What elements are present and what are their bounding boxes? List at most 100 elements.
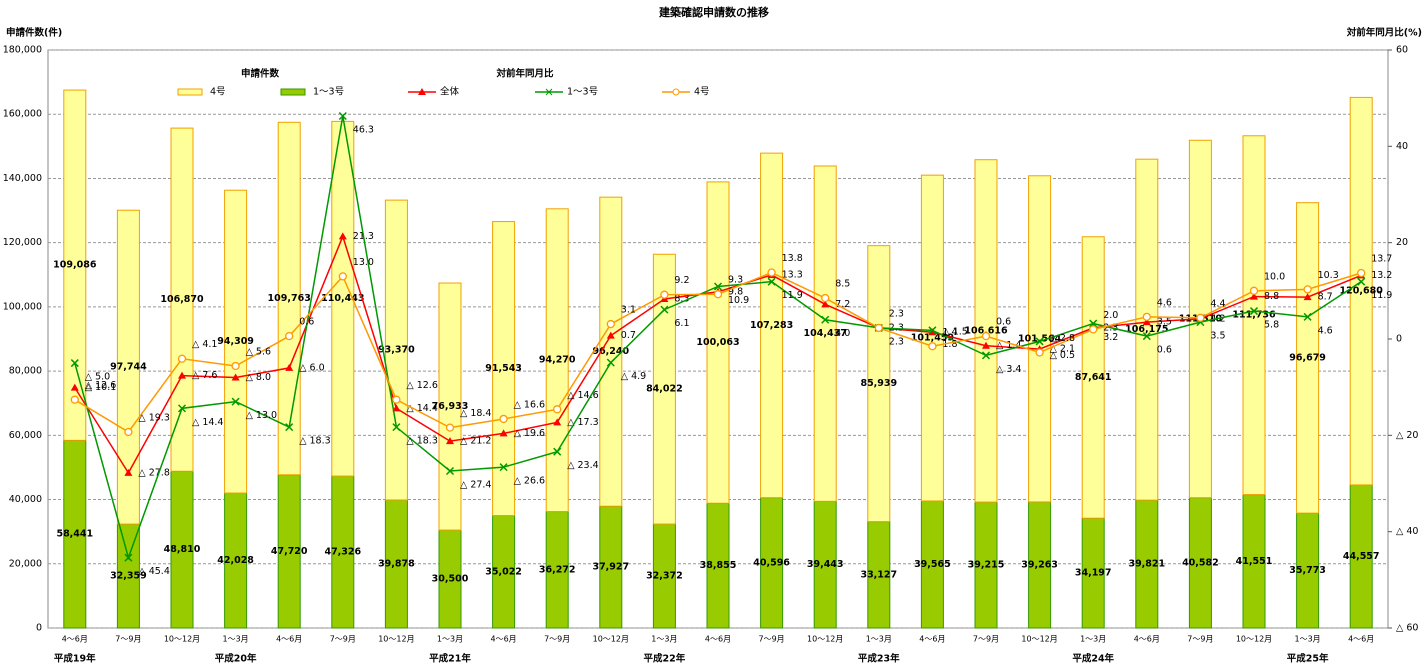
bar-value-label: 58,441 — [56, 529, 93, 540]
line-value-label: 13.3 — [782, 269, 803, 280]
line-value-label: 8.3 — [674, 294, 689, 305]
line-value-label: 3.5 — [1157, 317, 1172, 328]
bar-value-label: 120,680 — [1340, 286, 1384, 297]
line-value-label: 13.0 — [353, 257, 374, 268]
bar — [813, 165, 837, 502]
line-value-label: △ 1.5 — [942, 327, 967, 338]
line-value-label: 9.2 — [674, 275, 689, 286]
marker — [1035, 337, 1044, 346]
line-value-label: 6.1 — [674, 318, 689, 329]
marker — [821, 293, 830, 303]
legend-marker — [418, 88, 426, 95]
bar-value-label: 44,557 — [1343, 551, 1380, 562]
x-tick-label: 10～12月 — [593, 635, 629, 644]
marker — [1249, 307, 1259, 316]
bar-value-label: 101,564 — [1018, 333, 1062, 344]
bar — [63, 89, 87, 441]
bar — [492, 221, 516, 517]
x-tick-label: 1～3月 — [437, 635, 463, 644]
marker — [124, 468, 133, 476]
bar-value-label: 96,679 — [1289, 352, 1326, 363]
line-value-label: △ 18.3 — [406, 436, 437, 447]
x-tick-label: 10～12月 — [164, 635, 200, 644]
bar-value-label: 39,215 — [968, 560, 1005, 571]
line-value-label: 4.6 — [1318, 325, 1333, 336]
x-tick-label: 7～9月 — [973, 635, 999, 644]
line-value-label: 5.8 — [1264, 320, 1279, 331]
marker — [231, 373, 240, 381]
y-tick-label: 0 — [36, 623, 42, 634]
bar — [760, 152, 784, 499]
y-tick-label: 120,000 — [3, 237, 42, 248]
bar-value-label: 109,763 — [268, 293, 311, 304]
line-value-label: △ 10.1 — [85, 382, 116, 393]
line-value-label: △ 1.4 — [996, 340, 1021, 351]
line-value-label: △ 8.0 — [246, 372, 271, 383]
bar-value-label: 96,240 — [592, 346, 629, 357]
marker — [606, 358, 615, 367]
marker — [767, 268, 776, 277]
marker — [1250, 292, 1258, 300]
marker — [1357, 277, 1366, 286]
legend-label: 1～3号 — [567, 87, 598, 98]
legend-label: 4号 — [210, 87, 226, 98]
line-value-label: △ 16.6 — [514, 399, 545, 410]
x-tick-label: 10～12月 — [1021, 635, 1057, 644]
marker — [338, 111, 347, 121]
line-value-label: 0.6 — [996, 317, 1011, 328]
x-tick-label: 7～9月 — [115, 635, 141, 644]
bar-value-label: 84,022 — [646, 384, 683, 395]
line-value-label: 2.3 — [889, 336, 904, 347]
marker — [553, 405, 562, 414]
x-tick-label: 4～6月 — [1134, 635, 1160, 644]
line-value-label: △ 12.6 — [85, 380, 116, 391]
bar — [116, 209, 140, 525]
bar — [1349, 96, 1373, 486]
bar-value-label: 33,127 — [860, 569, 897, 580]
marker — [553, 418, 562, 426]
bar-value-label: 40,582 — [1182, 557, 1219, 568]
line-value-label: 3.5 — [1210, 331, 1225, 342]
marker — [981, 331, 991, 341]
bar-value-label: 35,022 — [485, 566, 522, 577]
line-value-label: △ 12.6 — [406, 380, 437, 391]
bar-value-label: 39,263 — [1021, 559, 1058, 570]
legend-marker — [545, 88, 553, 96]
marker — [874, 323, 883, 333]
line-value-label: △ 4.9 — [621, 371, 646, 382]
line-value-label: 4.6 — [1157, 297, 1172, 308]
bar-value-label: 111,736 — [1232, 310, 1276, 321]
chart-title: 建築確認申請数の推移 — [659, 5, 769, 19]
line-value-label: 0.6 — [299, 317, 314, 328]
bar-value-label: 36,272 — [539, 564, 576, 575]
bar-value-label: 38,855 — [700, 560, 737, 571]
bar-value-label: 107,283 — [750, 320, 793, 331]
line-value-label: 10.9 — [728, 295, 749, 306]
bar-value-label: 97,744 — [110, 362, 147, 373]
marker — [1142, 312, 1151, 321]
bar — [277, 121, 301, 476]
year-label: 平成24年 — [1072, 653, 1114, 665]
line-value-label: 4.4 — [1210, 298, 1225, 309]
line-value-label: 9.8 — [728, 286, 743, 297]
line-value-label: △ 14.4 — [406, 403, 437, 414]
marker — [499, 429, 508, 437]
y2-tick-label: 40 — [1396, 141, 1408, 152]
y2-tick-label: △ 60 — [1396, 623, 1418, 634]
line-value-label: 8.7 — [1318, 292, 1333, 303]
marker — [821, 300, 830, 308]
marker — [982, 341, 990, 349]
line-value-label: 2.0 — [1103, 310, 1118, 321]
marker — [553, 447, 562, 456]
line-value-label: 4.0 — [835, 328, 850, 339]
bar-value-label: 39,443 — [807, 559, 844, 570]
x-tick-label: 1～3月 — [651, 635, 677, 644]
bar — [331, 120, 355, 477]
line-value-label: 8.5 — [835, 279, 850, 290]
marker — [1303, 285, 1312, 294]
bar-value-label: 106,870 — [160, 294, 204, 305]
line-value-label: △ 19.3 — [138, 412, 169, 423]
line-value-label: △ 18.3 — [299, 436, 330, 447]
y2-axis-label: 対前年同月比(%) — [1346, 27, 1422, 39]
